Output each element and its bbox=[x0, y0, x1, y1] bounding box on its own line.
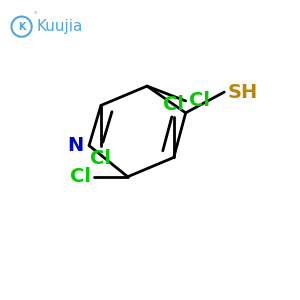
Text: °: ° bbox=[33, 12, 37, 18]
Text: Kuujia: Kuujia bbox=[36, 19, 82, 34]
Text: Cl: Cl bbox=[189, 92, 210, 110]
Text: N: N bbox=[67, 136, 83, 155]
Text: K: K bbox=[18, 22, 25, 32]
Text: Cl: Cl bbox=[91, 148, 112, 167]
Text: Cl: Cl bbox=[163, 95, 184, 114]
Text: Cl: Cl bbox=[70, 167, 91, 186]
Text: SH: SH bbox=[227, 82, 257, 101]
